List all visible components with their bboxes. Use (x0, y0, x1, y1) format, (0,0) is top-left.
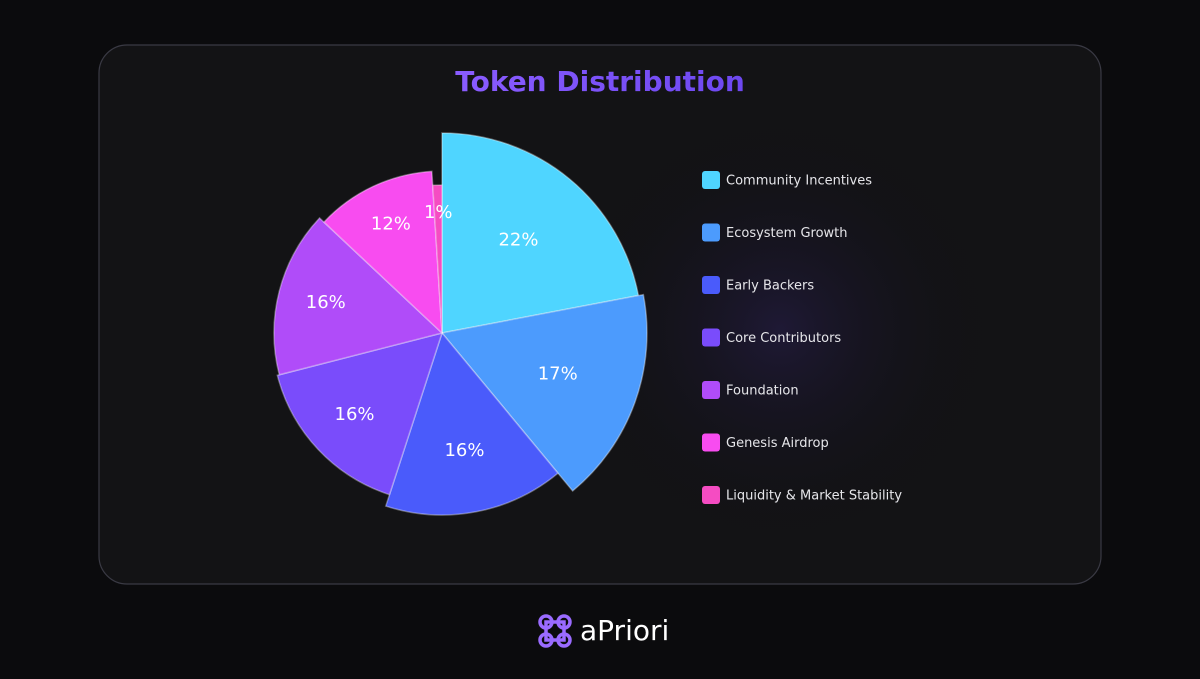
data-label: 16% (444, 440, 484, 461)
logo-icon (538, 614, 572, 648)
data-label: 12% (371, 213, 411, 234)
data-label: 16% (306, 292, 346, 313)
legend-label: Ecosystem Growth (726, 226, 848, 241)
legend-label: Liquidity & Market Stability (726, 489, 902, 504)
brand: aPriori (580, 614, 669, 647)
pie-slice (440, 293, 648, 493)
legend-swatch (702, 486, 720, 504)
pie-slice (276, 331, 444, 496)
data-label: 16% (335, 404, 375, 425)
glow (560, 110, 1000, 550)
legend-label: Early Backers (726, 279, 814, 294)
pie-slice (322, 170, 443, 335)
legend-label: Community Incentives (726, 174, 872, 189)
legend: Community Incentives Ecosystem Growth Earl… (702, 171, 902, 504)
pie: 22% 17% 16% 16% 16% 12% 1% (273, 132, 648, 516)
data-label: 17% (538, 364, 578, 385)
legend-swatch (702, 381, 720, 399)
legend-label: Genesis Airdrop (726, 436, 829, 451)
legend-swatch (702, 328, 720, 347)
legend-label: Core Contributors (726, 331, 841, 346)
pie-slice (441, 132, 640, 334)
pie-slice (384, 331, 560, 516)
legend-swatch (702, 171, 720, 189)
data-label: 1% (424, 202, 453, 223)
legend-swatch (702, 276, 720, 294)
chart-title: Token Distribution (455, 65, 745, 98)
data-label: 22% (498, 230, 538, 251)
pie-slice (431, 184, 443, 334)
pie-slice (273, 216, 444, 376)
legend-swatch (702, 223, 720, 242)
legend-label: Foundation (726, 384, 799, 399)
legend-swatch (702, 433, 720, 452)
